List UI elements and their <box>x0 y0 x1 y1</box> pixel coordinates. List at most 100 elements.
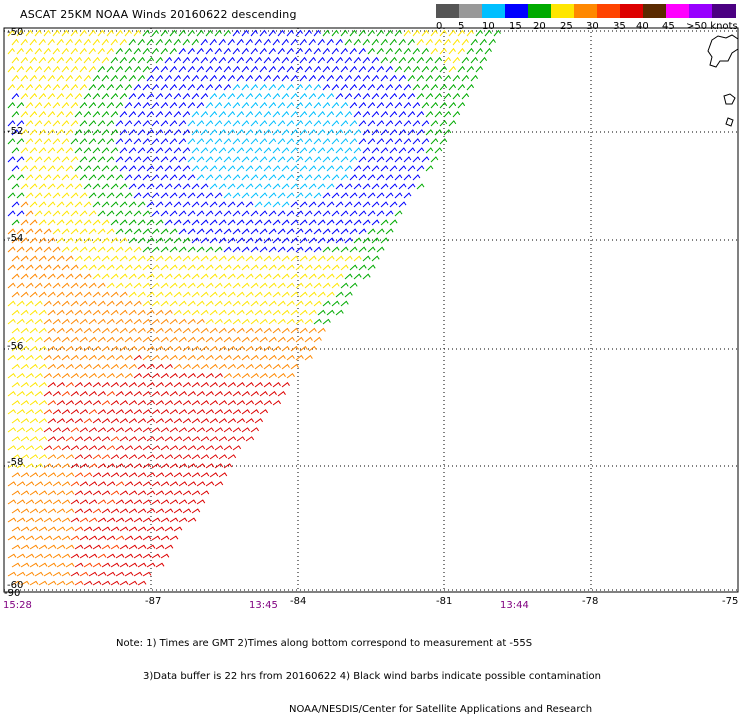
wind-barb <box>218 219 227 226</box>
wind-barb <box>196 210 205 217</box>
wind-barb <box>160 210 169 217</box>
wind-barb <box>398 165 407 172</box>
wind-barb <box>119 454 129 460</box>
wind-barb <box>313 318 322 325</box>
wind-barb <box>371 56 380 64</box>
wind-barb <box>169 372 178 379</box>
wind-barb <box>196 192 205 199</box>
wind-barb <box>214 445 224 451</box>
wind-barb <box>281 74 290 82</box>
wind-barb <box>236 56 245 64</box>
wind-barb <box>97 65 106 73</box>
wind-barb <box>268 264 277 271</box>
wind-barb <box>277 318 286 325</box>
wind-barb <box>232 409 242 415</box>
wind-barb <box>151 65 160 73</box>
wind-barb <box>97 29 105 37</box>
wind-barb <box>214 83 223 91</box>
wind-barb <box>205 210 214 217</box>
wind-barb <box>187 499 197 505</box>
wind-barb <box>79 372 88 379</box>
wind-barb <box>281 327 290 334</box>
wind-barb <box>74 544 84 550</box>
wind-barb <box>56 129 65 136</box>
wind-barb <box>178 427 188 433</box>
wind-barb <box>187 336 196 343</box>
wind-barb <box>151 517 161 523</box>
wind-barb <box>340 174 349 181</box>
wind-barb <box>160 192 169 199</box>
wind-barb <box>124 318 133 325</box>
wind-barb <box>169 174 178 181</box>
wind-barb <box>241 192 250 199</box>
wind-barb <box>155 418 165 424</box>
wind-barb <box>34 427 44 433</box>
wind-barb <box>61 246 70 253</box>
wind-barb <box>70 354 79 361</box>
wind-barb <box>331 228 340 235</box>
wind-barb <box>362 110 371 118</box>
wind-barb <box>155 544 165 550</box>
wind-barb <box>290 255 299 262</box>
wind-barb <box>259 318 268 325</box>
wind-barb <box>367 101 376 109</box>
wind-barb <box>7 336 16 343</box>
wind-barb <box>160 65 169 73</box>
wind-barb <box>169 156 178 163</box>
wind-barb <box>376 138 385 145</box>
wind-barb <box>344 129 353 136</box>
wind-barb <box>43 499 53 505</box>
wind-barb <box>43 427 53 433</box>
wind-barb <box>83 381 92 388</box>
wind-barb <box>236 92 245 100</box>
wind-barb <box>106 174 115 181</box>
wind-barb <box>65 74 74 82</box>
wind-barb <box>25 390 34 397</box>
note-line-1: Note: 1) Times are GMT 2)Times along bot… <box>116 638 533 649</box>
wind-barb <box>11 454 21 460</box>
wind-barb <box>299 201 308 208</box>
legend-swatch <box>482 4 506 18</box>
wind-barb <box>61 318 70 325</box>
wind-barb <box>11 526 21 532</box>
wind-barb <box>133 264 142 271</box>
wind-barb <box>376 210 385 217</box>
lat-label-52: -52 <box>7 126 24 137</box>
wind-barb <box>88 553 98 559</box>
wind-barb <box>25 83 34 91</box>
wind-barb <box>227 291 236 298</box>
wind-barb <box>29 219 38 226</box>
wind-barb <box>353 110 362 118</box>
wind-barb <box>407 92 416 100</box>
wind-barb <box>164 129 173 136</box>
island-outline <box>707 34 739 68</box>
wind-barb <box>119 544 129 550</box>
wind-barb <box>403 192 412 199</box>
wind-barb <box>182 110 191 118</box>
wind-barb <box>236 201 245 208</box>
wind-barb <box>263 400 273 406</box>
wind-barb <box>106 372 115 379</box>
wind-barb <box>29 381 38 388</box>
wind-barb <box>92 165 101 172</box>
wind-barb <box>56 345 65 352</box>
wind-barb <box>308 147 317 154</box>
wind-barb <box>187 192 196 199</box>
wind-barb <box>430 83 439 91</box>
wind-barb <box>268 65 277 73</box>
wind-barb <box>223 246 232 253</box>
wind-barb <box>232 210 241 217</box>
wind-barb <box>16 174 25 181</box>
wind-barb <box>7 499 17 505</box>
wind-barb <box>182 363 191 370</box>
wind-barb <box>16 535 26 541</box>
wind-barb <box>16 481 26 487</box>
wind-barb <box>34 210 43 217</box>
wind-barb <box>205 29 213 37</box>
wind-barb <box>259 336 268 343</box>
wind-barb <box>38 273 47 280</box>
wind-barb <box>160 300 169 307</box>
wind-barb <box>74 345 83 352</box>
wind-barb <box>128 580 138 586</box>
wind-barb <box>128 219 137 226</box>
